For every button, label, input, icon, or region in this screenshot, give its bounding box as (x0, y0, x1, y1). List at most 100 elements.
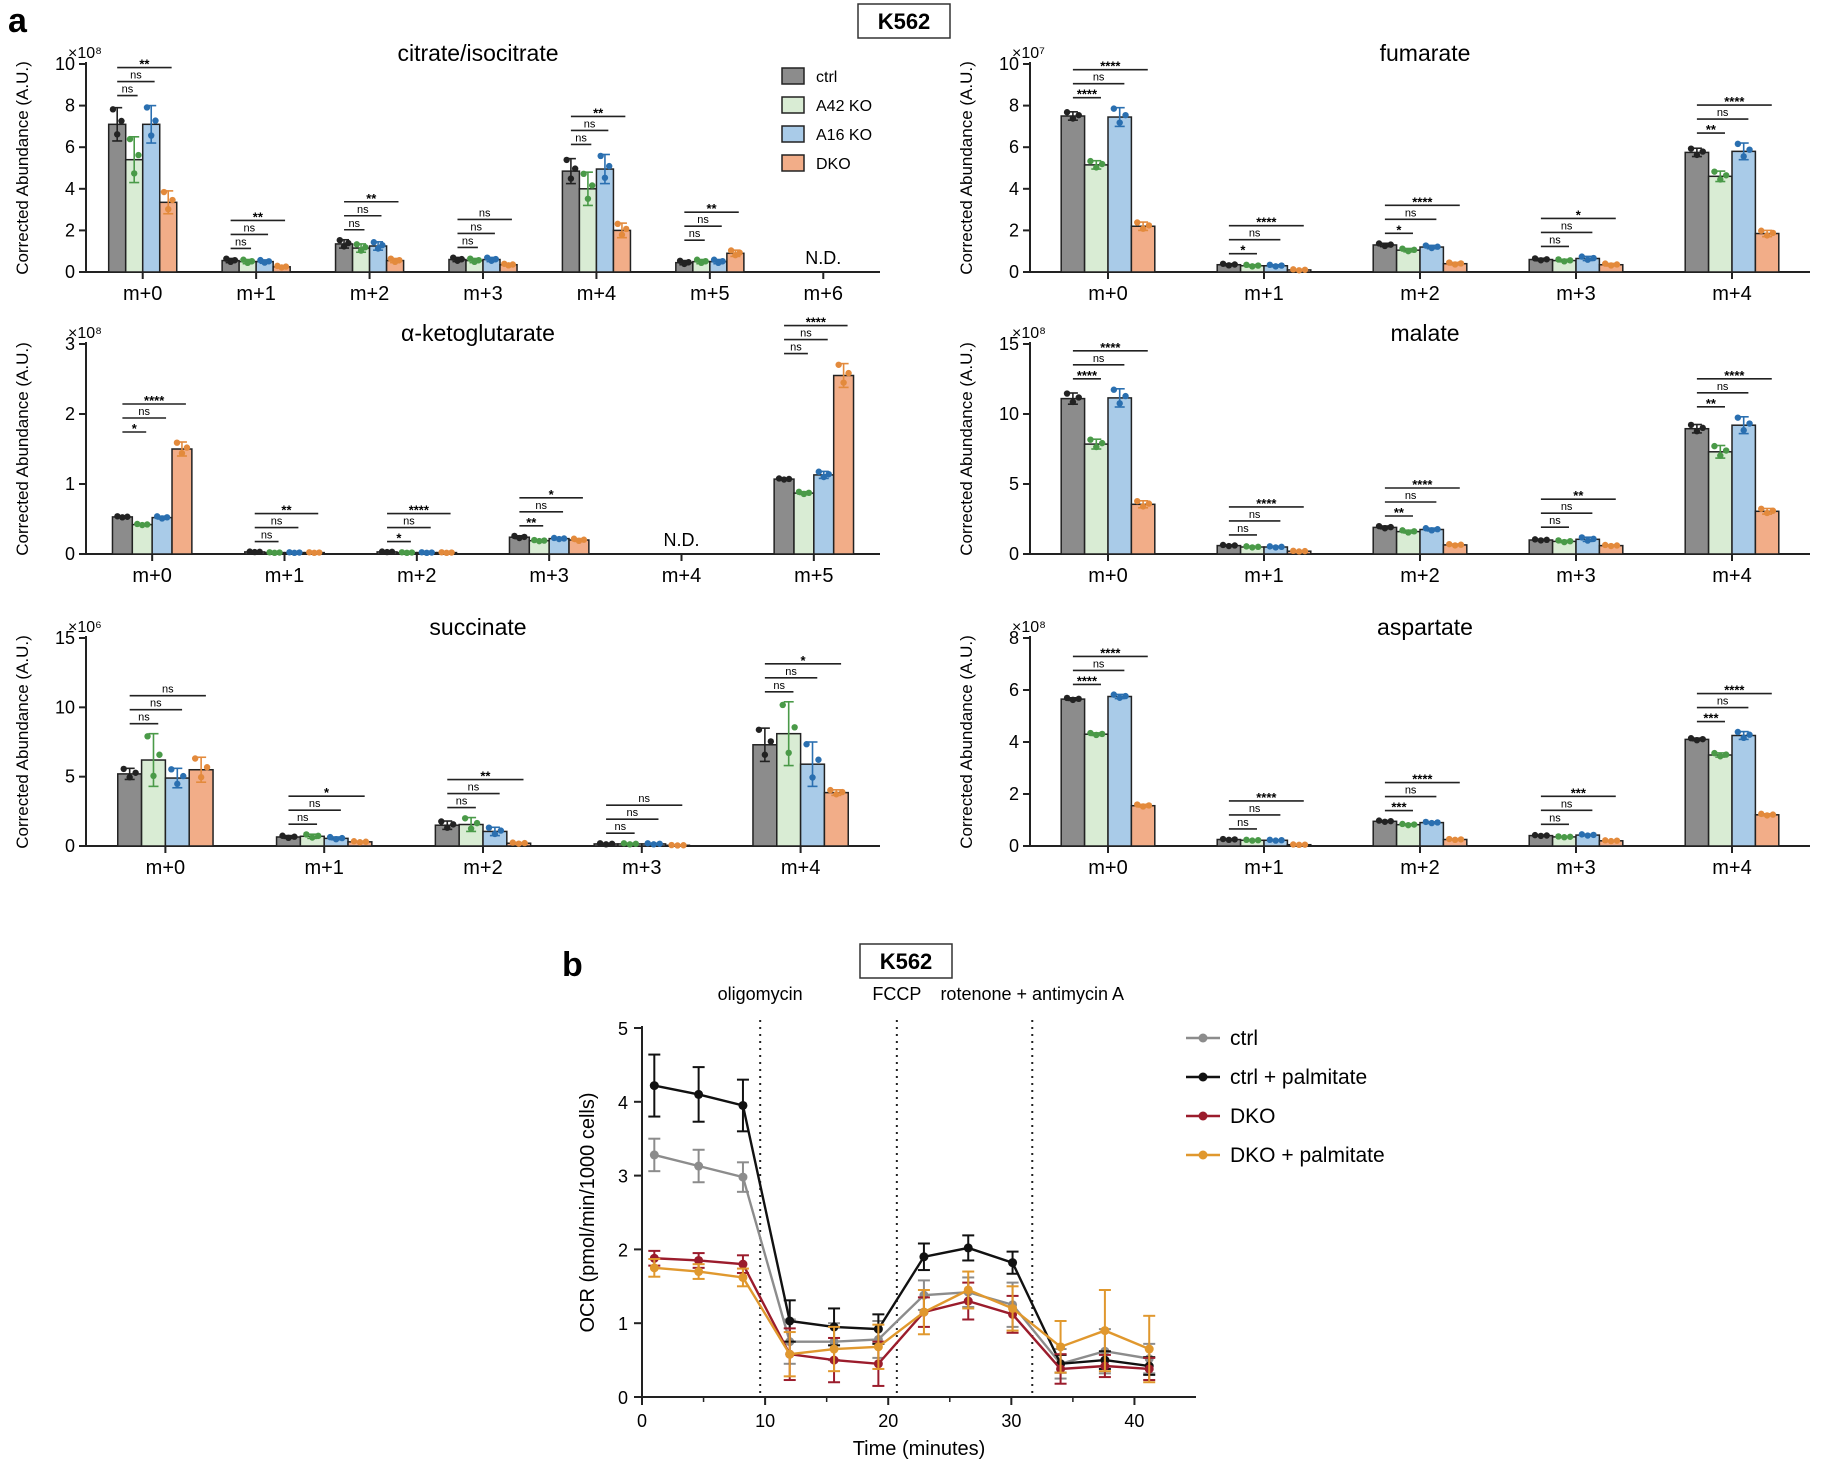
bar-chart-aspartate: 0 2 4 6 8×10⁸ Corrected Abundance (A.U.) aspar… (957, 614, 1810, 879)
replicate-point (1110, 386, 1118, 393)
replicate-point (1734, 140, 1742, 148)
replicate-point (174, 780, 181, 788)
replicate-point (563, 156, 570, 164)
replicate-point (521, 533, 528, 541)
significance-label: ns (1717, 381, 1729, 393)
replicate-point (428, 549, 435, 556)
replicate-point (450, 821, 457, 828)
bar-chart-fumarate: 0 2 4 6 8 10×10⁷ Corrected Abundance (A.U.) fum… (957, 40, 1810, 305)
significance-label: **** (1724, 94, 1745, 109)
significance-label: **** (1256, 790, 1277, 805)
x-category-label: m+4 (1712, 283, 1751, 305)
replicate-point (827, 786, 834, 794)
replicate-point (1578, 253, 1586, 260)
replicate-point (156, 751, 163, 758)
replicate-point (1746, 731, 1753, 738)
significance-label: ** (366, 191, 377, 206)
replicate-point (1093, 731, 1100, 739)
replicate-point (178, 450, 186, 457)
replicate-point (1295, 548, 1303, 555)
x-tick-label: 30 (1001, 1411, 1021, 1431)
replicate-point (840, 379, 847, 386)
replicate-point (1451, 261, 1459, 268)
data-point (919, 1307, 929, 1317)
significance-label: ns (1717, 696, 1729, 708)
replicate-point (1254, 262, 1262, 269)
bar (171, 448, 193, 555)
replicate-point (805, 489, 813, 497)
x-category-label: m+0 (1088, 565, 1127, 587)
replicate-point (785, 475, 793, 483)
replicate-point (1711, 442, 1718, 450)
replicate-point (1399, 527, 1406, 534)
replicate-point (1537, 537, 1545, 544)
series-line (654, 1084, 1150, 1368)
replicate-point (311, 549, 318, 557)
replicate-point (1740, 153, 1747, 160)
replicate-point (531, 536, 538, 544)
cell-line-label-b: K562 (880, 949, 933, 974)
data-point (785, 1349, 795, 1359)
replicate-point (1543, 536, 1550, 544)
replicate-point (1381, 242, 1389, 250)
replicate-point (1387, 523, 1394, 531)
replicate-point (1457, 541, 1465, 548)
x-category-label: m+3 (1556, 283, 1595, 305)
data-point (829, 1344, 839, 1354)
replicate-point (1266, 261, 1274, 269)
replicate-point (1531, 536, 1539, 543)
replicate-point (1272, 263, 1279, 270)
series-0 (648, 1137, 1156, 1380)
replicate-point (580, 536, 588, 543)
ocr-line-chart: 0 1 2 3 4 5 0 10 20 30 40 Time (minutes) OCR (pmol/m… (577, 984, 1385, 1460)
data-point (738, 1259, 748, 1269)
bar (1130, 503, 1156, 555)
replicate-point (1699, 424, 1706, 432)
replicate-point (475, 256, 482, 264)
significance-label: **** (1724, 683, 1745, 698)
not-detected-label: N.D. (805, 248, 841, 268)
replicate-point (550, 534, 558, 542)
y-axis-label: OCR (pmol/min/1000 cells) (577, 1092, 599, 1332)
replicate-point (1687, 145, 1695, 152)
replicate-point (1098, 439, 1106, 447)
replicate-point (755, 726, 763, 733)
x-category-label: m+2 (1400, 857, 1439, 879)
replicate-point (126, 135, 134, 143)
replicate-point (118, 117, 125, 125)
replicate-point (485, 824, 493, 831)
data-point (963, 1243, 973, 1253)
y-axis-label: Corrected Abundance (A.U.) (957, 635, 976, 849)
replicate-point (1087, 729, 1094, 737)
x-category-label: m+3 (1556, 565, 1595, 587)
replicate-point (1555, 256, 1562, 263)
replicate-point (1290, 547, 1297, 555)
replicate-point (231, 256, 239, 264)
replicate-point (1290, 841, 1297, 848)
x-category-label: m+0 (123, 283, 162, 305)
replicate-point (719, 257, 726, 265)
replicate-point (163, 514, 171, 521)
significance-label: ns (584, 118, 596, 130)
y-tick-label: 0 (618, 1388, 628, 1408)
significance-label: *** (1703, 711, 1719, 726)
x-category-label: m+4 (662, 565, 701, 587)
bar (1083, 164, 1109, 273)
significance-label: ns (479, 207, 491, 219)
y-tick-label: 10 (55, 697, 75, 717)
replicate-point (1607, 837, 1615, 845)
replicate-point (1381, 818, 1389, 825)
data-point (649, 1263, 659, 1273)
replicate-point (165, 205, 172, 213)
y-axis-label: Corrected Abundance (A.U.) (13, 61, 32, 275)
bar (1754, 814, 1780, 847)
y-tick-label: 0 (1009, 544, 1019, 564)
k562-box-a (857, 3, 951, 39)
x-category-label: m+0 (1088, 283, 1127, 305)
data-point (919, 1252, 929, 1262)
significance-label: **** (1256, 215, 1277, 230)
replicate-point (1693, 151, 1701, 159)
bar (1060, 698, 1086, 847)
replicate-point (396, 256, 403, 264)
replicate-point (1537, 832, 1545, 840)
